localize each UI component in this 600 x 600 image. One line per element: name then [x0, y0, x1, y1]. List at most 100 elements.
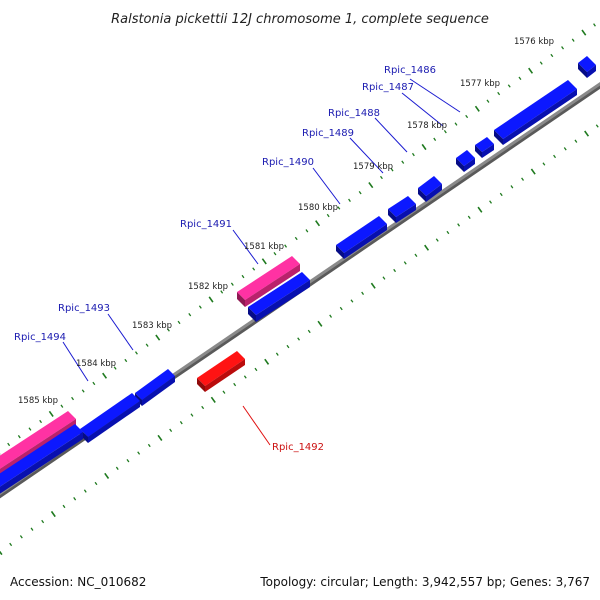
gene-rpic-1491-pseudo[interactable] [237, 256, 300, 307]
gene-rpic-1495[interactable] [0, 424, 83, 495]
arrow-side [418, 188, 426, 202]
label-rpic-1489[interactable]: Rpic_1489 [302, 128, 354, 139]
gene-rpic-1492[interactable] [197, 351, 245, 392]
label-rpic-1488[interactable]: Rpic_1488 [328, 108, 380, 119]
inner-tick-track [0, 124, 599, 556]
arrow-top [237, 256, 300, 300]
kbp-label-1582: 1582 kbp [188, 282, 228, 292]
minor-tick [307, 329, 311, 334]
arrow-top [388, 196, 416, 217]
minor-tick [593, 23, 596, 27]
minor-tick [113, 366, 117, 370]
label-rpic-1494[interactable]: Rpic_1494 [14, 332, 66, 343]
arrow-front [482, 144, 494, 158]
gene-rpic-1487[interactable] [494, 80, 577, 145]
minor-tick [467, 215, 471, 219]
gene-rpic-1491[interactable] [248, 272, 310, 322]
accession-text: Accession: NC_010682 [10, 575, 146, 589]
minor-tick [457, 223, 461, 227]
minor-tick [497, 91, 501, 96]
minor-tick [361, 291, 365, 295]
minor-tick [595, 124, 599, 128]
arrow-top [135, 369, 175, 400]
minor-tick [201, 405, 205, 410]
label-rpic-1490[interactable]: Rpic_1490 [262, 157, 314, 168]
arrow-front [426, 184, 442, 202]
leader-rpic-1490 [312, 167, 341, 205]
major-tick [368, 182, 374, 189]
arrow-side [248, 307, 256, 322]
minor-tick [411, 152, 415, 157]
minor-tick [71, 396, 75, 401]
gene-labels[interactable]: Rpic_1486 Rpic_1487 Rpic_1488 Rpic_1489 … [14, 65, 436, 453]
minor-tick [188, 313, 192, 317]
minor-tick [28, 427, 32, 431]
minor-tick [326, 213, 330, 218]
arrow-top [418, 176, 442, 196]
major-tick [528, 67, 534, 74]
arrow-front [396, 204, 416, 223]
label-rpic-1492[interactable]: Rpic_1492 [272, 442, 324, 453]
arrow-front [142, 376, 175, 406]
arrow-side [494, 130, 503, 145]
major-tick [0, 550, 3, 556]
major-tick [424, 244, 430, 251]
arrow-side [578, 63, 587, 78]
major-tick [317, 320, 323, 327]
minor-tick [465, 114, 469, 119]
gene-rpic-1490-a[interactable] [418, 176, 442, 202]
minor-tick [358, 191, 362, 195]
minor-tick [19, 535, 23, 539]
gene-rpic-1489[interactable] [456, 150, 475, 172]
label-rpic-1487[interactable]: Rpic_1487 [362, 82, 414, 93]
leader-rpic-1494 [62, 341, 89, 382]
minor-tick [230, 282, 234, 286]
major-tick [102, 372, 108, 379]
minor-tick [115, 466, 119, 470]
leader-rpic-1493 [107, 313, 134, 351]
arrow-top [197, 351, 245, 386]
minor-tick [39, 419, 43, 424]
arrow-top [456, 150, 475, 166]
minor-tick [329, 314, 333, 318]
kbp-labels: 1576 kbp 1577 kbp 1578 kbp 1579 kbp 1580… [18, 37, 554, 406]
major-tick [477, 206, 483, 213]
kbp-label-1583: 1583 kbp [132, 321, 172, 331]
minor-tick [7, 442, 11, 447]
minor-tick [553, 154, 557, 159]
gene-rpic-1488[interactable] [475, 137, 494, 158]
kbp-label-1577: 1577 kbp [460, 79, 500, 89]
minor-tick [198, 305, 202, 309]
minor-tick [561, 46, 565, 50]
label-rpic-1493[interactable]: Rpic_1493 [58, 303, 110, 314]
gene-rpic-1486[interactable] [578, 56, 596, 78]
kbp-label-1584: 1584 kbp [76, 359, 116, 369]
minor-tick [273, 252, 277, 256]
minor-tick [177, 320, 181, 325]
arrow-front [344, 224, 387, 259]
major-tick [210, 396, 216, 403]
minor-tick [339, 306, 343, 311]
arrow-top [0, 411, 76, 469]
arrow-front [503, 89, 577, 145]
arrow-front [205, 359, 245, 392]
label-rpic-1486[interactable]: Rpic_1486 [384, 65, 436, 76]
gene-rpic-1490-c[interactable] [336, 216, 387, 259]
gene-rpic-1490-b[interactable] [388, 196, 416, 223]
minor-tick [220, 290, 224, 294]
minor-tick [574, 139, 578, 143]
minor-tick [297, 337, 301, 341]
minor-tick [254, 367, 258, 372]
arrow-front [256, 280, 310, 322]
kbp-label-1576: 1576 kbp [514, 37, 554, 47]
arrow-front [88, 401, 140, 443]
minor-tick [305, 229, 309, 233]
major-tick [581, 29, 587, 36]
major-tick [264, 358, 270, 365]
minor-tick [379, 175, 383, 180]
label-rpic-1491[interactable]: Rpic_1491 [180, 219, 232, 230]
major-tick [584, 130, 590, 137]
minor-tick [433, 137, 437, 141]
